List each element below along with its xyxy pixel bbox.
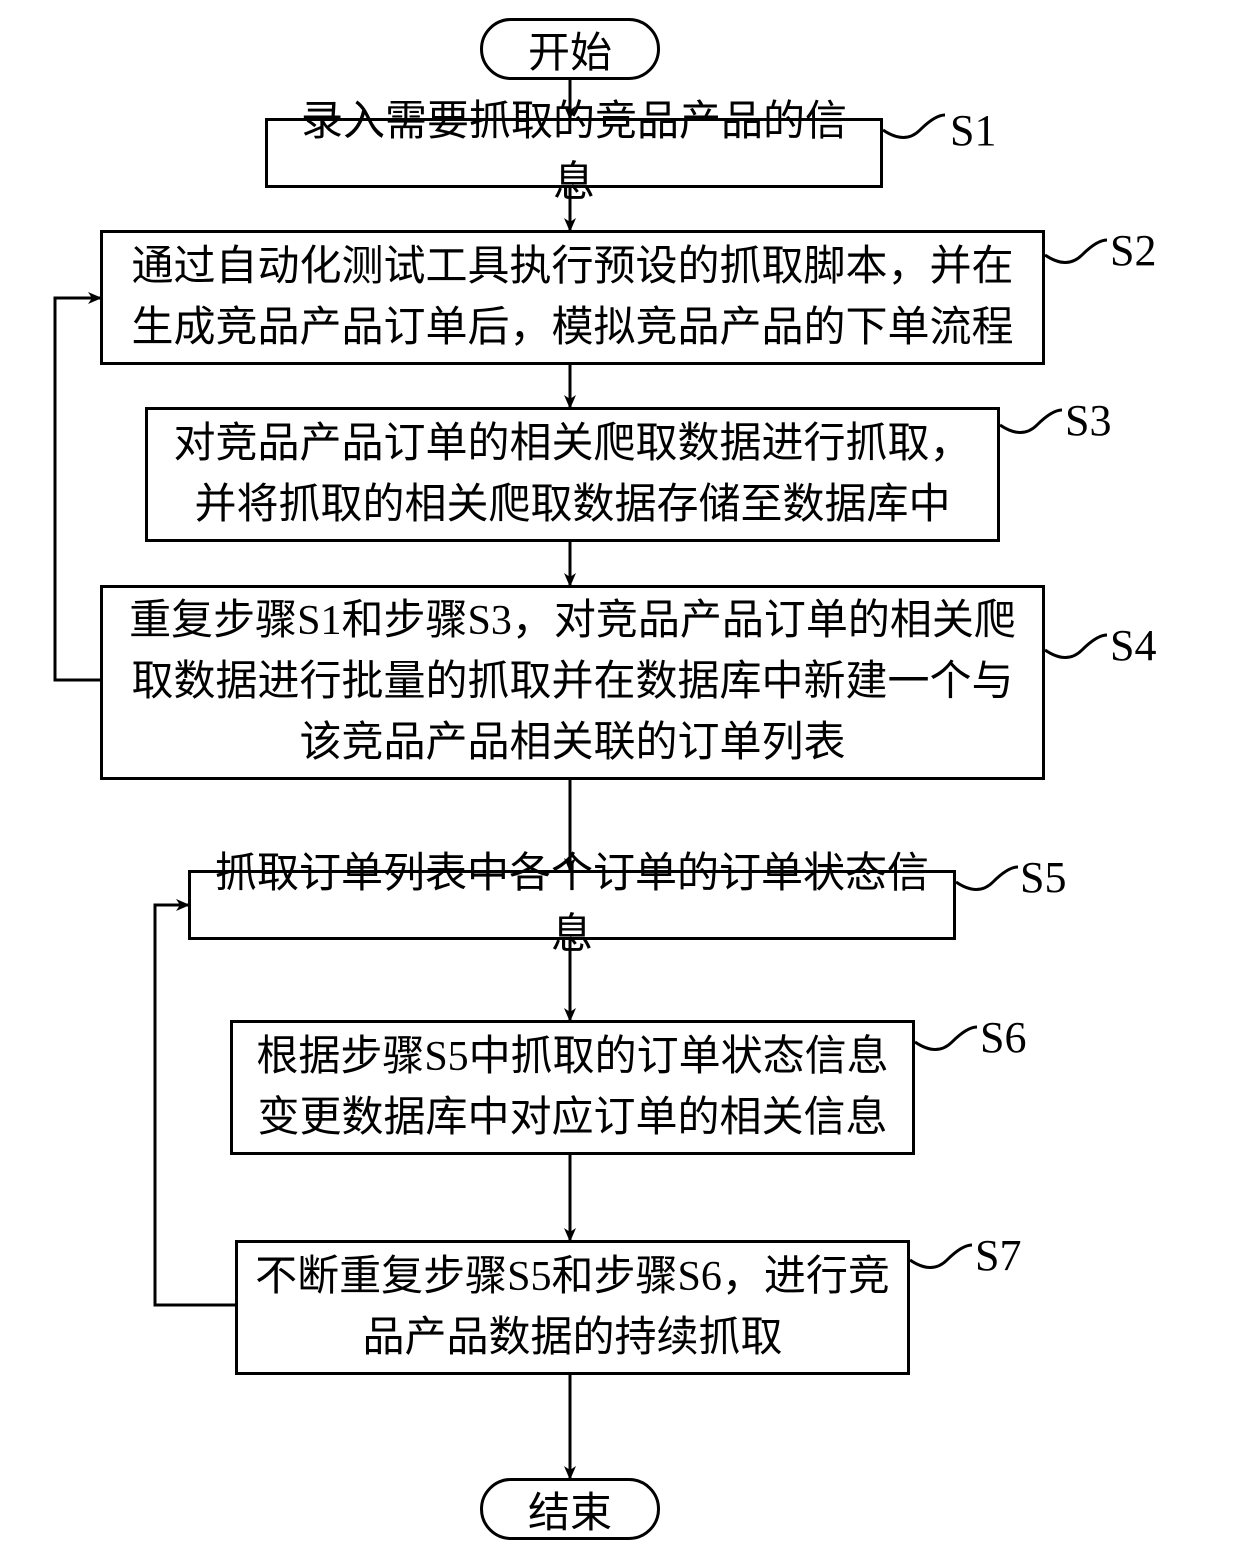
terminal-end: 结束 [480, 1478, 660, 1540]
terminal-start-text: 开始 [528, 19, 612, 80]
terminal-end-text: 结束 [528, 1479, 612, 1540]
label-s6: S6 [980, 1012, 1026, 1063]
label-s7: S7 [975, 1230, 1021, 1281]
step-s2-text: 通过自动化测试工具执行预设的抓取脚本，并在生成竞品产品订单后，模拟竞品产品的下单… [117, 237, 1028, 359]
terminal-start: 开始 [480, 18, 660, 80]
step-s4-text: 重复步骤S1和步骤S3，对竞品产品订单的相关爬取数据进行批量的抓取并在数据库中新… [117, 591, 1028, 774]
step-s3: 对竞品产品订单的相关爬取数据进行抓取，并将抓取的相关爬取数据存储至数据库中 [145, 407, 1000, 542]
step-s2: 通过自动化测试工具执行预设的抓取脚本，并在生成竞品产品订单后，模拟竞品产品的下单… [100, 230, 1045, 365]
label-s2: S2 [1110, 225, 1156, 276]
step-s1: 录入需要抓取的竞品产品的信息 [265, 118, 883, 188]
step-s7-text: 不断重复步骤S5和步骤S6，进行竞品产品数据的持续抓取 [252, 1247, 893, 1369]
step-s4: 重复步骤S1和步骤S3，对竞品产品订单的相关爬取数据进行批量的抓取并在数据库中新… [100, 585, 1045, 780]
flowchart-canvas: 开始 结束 录入需要抓取的竞品产品的信息 通过自动化测试工具执行预设的抓取脚本，… [0, 0, 1240, 1553]
label-s1: S1 [950, 105, 996, 156]
step-s7: 不断重复步骤S5和步骤S6，进行竞品产品数据的持续抓取 [235, 1240, 910, 1375]
step-s1-text: 录入需要抓取的竞品产品的信息 [282, 92, 866, 214]
label-s3: S3 [1065, 395, 1111, 446]
label-s5: S5 [1020, 852, 1066, 903]
step-s3-text: 对竞品产品订单的相关爬取数据进行抓取，并将抓取的相关爬取数据存储至数据库中 [162, 414, 983, 536]
step-s5-text: 抓取订单列表中各个订单的订单状态信息 [205, 844, 939, 966]
step-s6-text: 根据步骤S5中抓取的订单状态信息变更数据库中对应订单的相关信息 [247, 1027, 898, 1149]
step-s5: 抓取订单列表中各个订单的订单状态信息 [188, 870, 956, 940]
step-s6: 根据步骤S5中抓取的订单状态信息变更数据库中对应订单的相关信息 [230, 1020, 915, 1155]
label-s4: S4 [1110, 620, 1156, 671]
